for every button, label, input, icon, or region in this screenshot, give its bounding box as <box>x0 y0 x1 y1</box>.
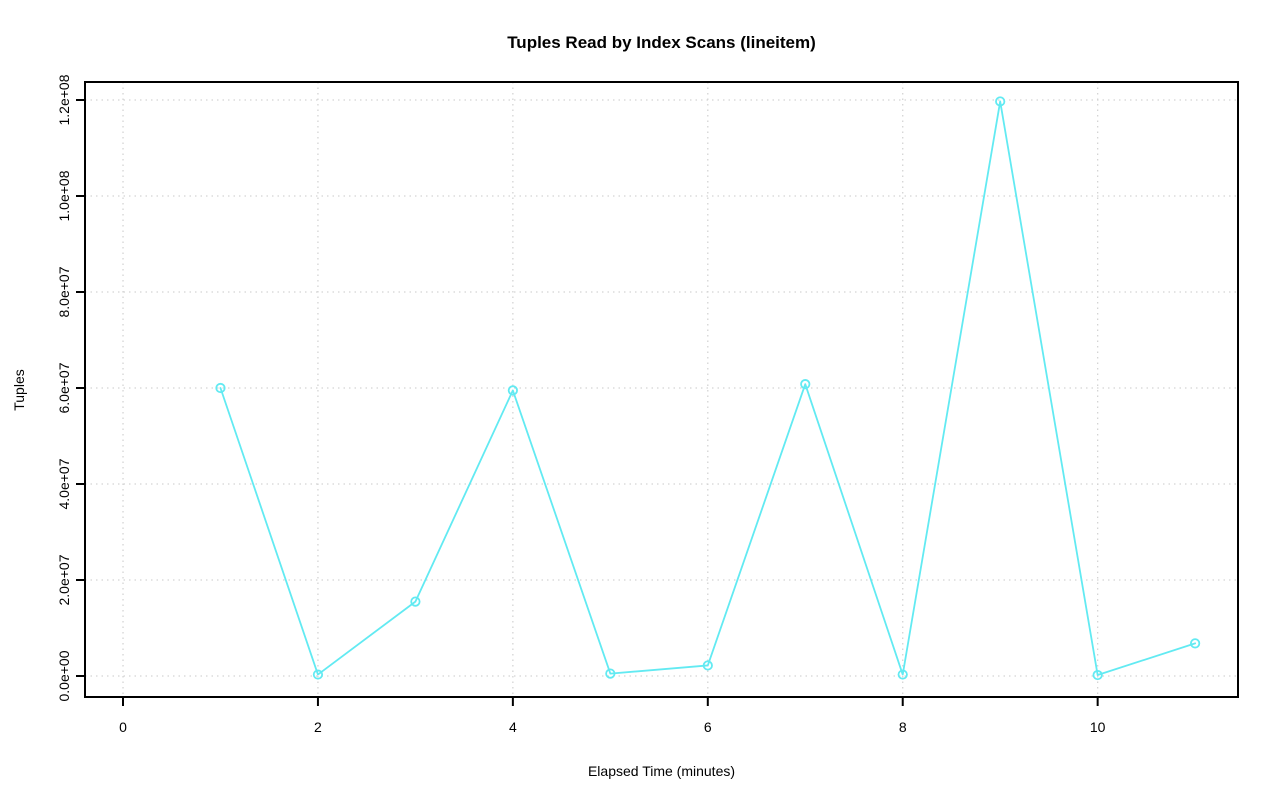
data-point <box>215 382 226 394</box>
data-point <box>995 96 1006 107</box>
y-tick-label: 2.0e+07 <box>56 554 72 605</box>
x-tick-label: 8 <box>899 719 907 735</box>
y-tick-label: 4.0e+07 <box>56 458 72 509</box>
y-tick-label: 8.0e+07 <box>56 266 72 317</box>
y-tick-label: 1.0e+08 <box>56 170 72 221</box>
data-point <box>702 660 713 671</box>
y-tick-label: 6.0e+07 <box>56 362 72 413</box>
y-axis-title: Tuples <box>11 369 27 411</box>
x-tick-label: 10 <box>1090 719 1106 735</box>
data-line <box>219 100 1197 676</box>
data-point <box>897 669 908 680</box>
data-point <box>1092 669 1103 681</box>
x-tick-label: 2 <box>314 719 322 735</box>
data-point <box>1190 638 1201 649</box>
data-point <box>605 668 616 679</box>
x-axis-title: Elapsed Time (minutes) <box>587 763 736 779</box>
data-point <box>410 596 421 607</box>
data-point <box>312 669 324 680</box>
x-tick-label: 6 <box>704 719 712 735</box>
data-point <box>800 379 811 390</box>
y-tick-label: 0.0e+00 <box>56 650 72 701</box>
y-tick-label: 1.2e+08 <box>56 74 72 125</box>
x-tick-label: 4 <box>509 719 517 735</box>
x-tick-label: 0 <box>119 719 127 735</box>
data-point <box>507 385 518 396</box>
plot-border <box>84 81 1239 698</box>
chart-title: Tuples Read by Index Scans (lineitem) <box>507 33 816 52</box>
